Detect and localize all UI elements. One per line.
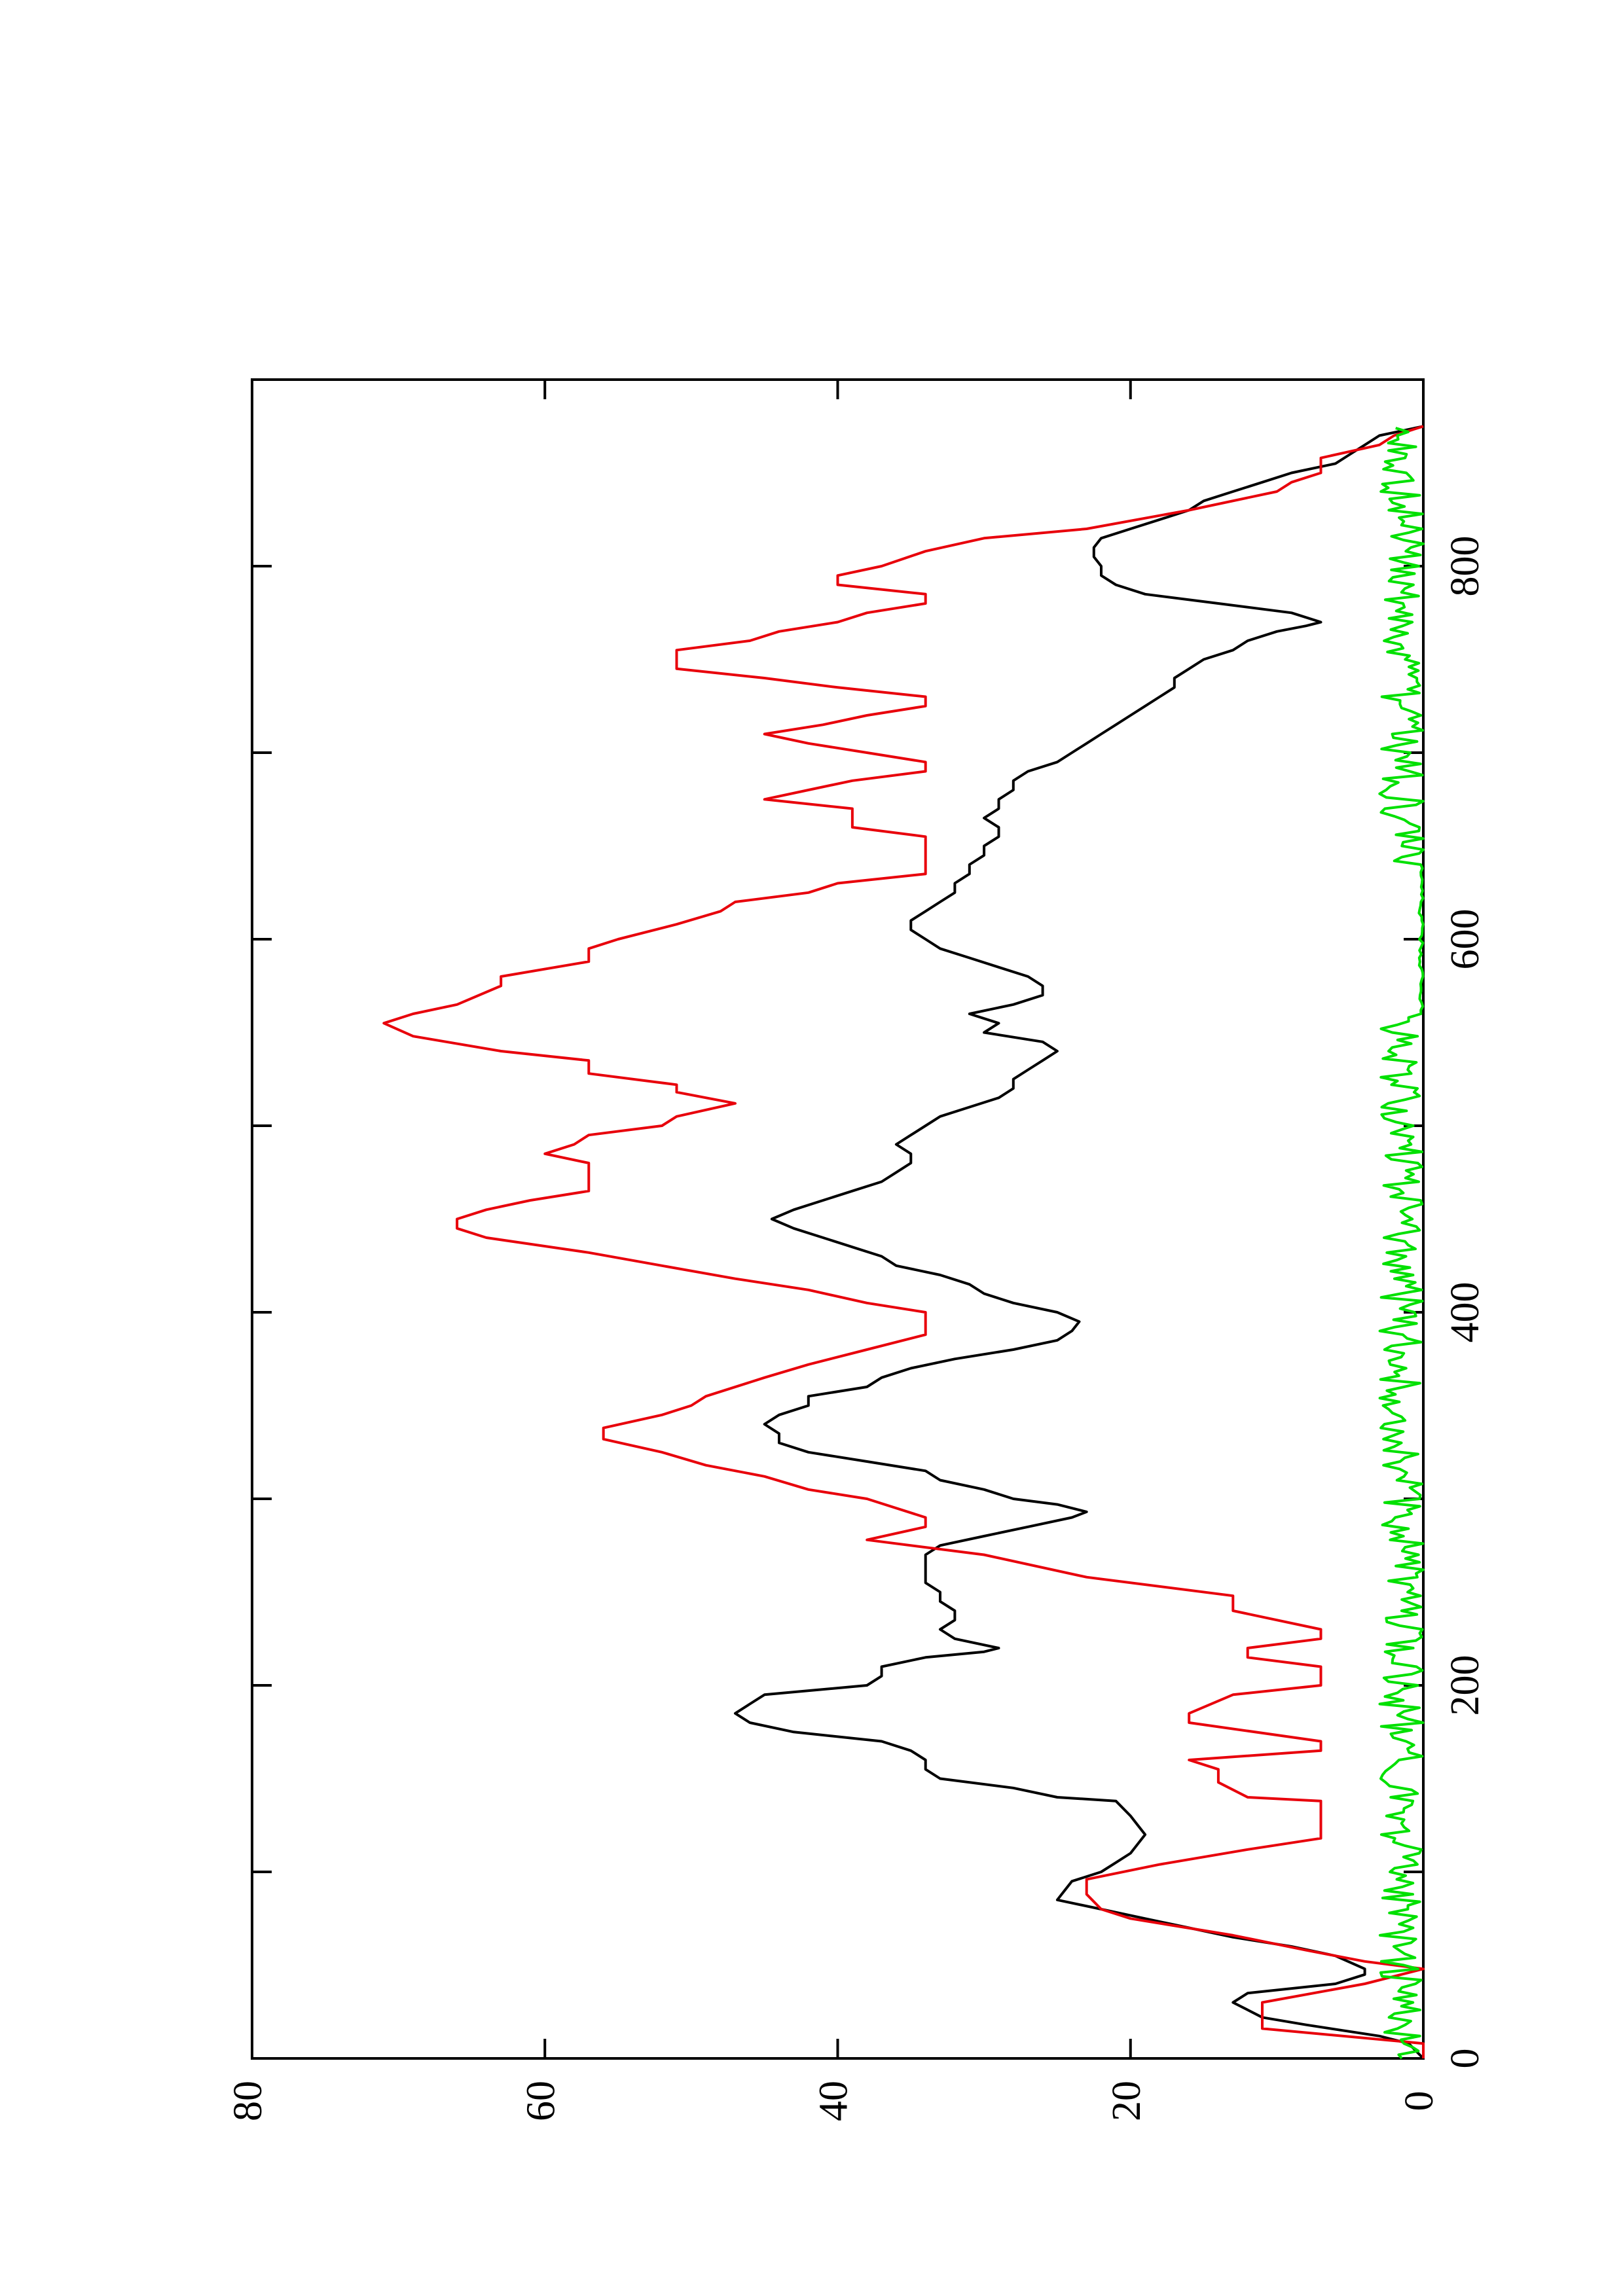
series-noise-line (1378, 427, 1425, 2060)
x-tick-label: 400 (1443, 1282, 1487, 1343)
axis-ticks (251, 380, 1425, 2060)
x-tick-label: 200 (1443, 1655, 1487, 1716)
x-tick-label: 800 (1443, 536, 1487, 597)
plot-frame (251, 378, 1425, 2060)
series-black-line (734, 425, 1425, 2060)
y-tick-label: 60 (519, 2081, 563, 2121)
y-tick-label: 80 (226, 2081, 270, 2121)
x-tick-label: 600 (1443, 909, 1487, 970)
x-tick-label: 0 (1443, 2049, 1487, 2069)
series-red-line (382, 425, 1425, 2058)
series-layer (382, 425, 1425, 2060)
axis-tick-labels: 0 200 400 600 800 0 20 40 60 80 (226, 536, 1487, 2122)
y-tick-label: 40 (812, 2081, 856, 2121)
y-tick-label: 0 (1397, 2091, 1442, 2111)
y-tick-label: 20 (1104, 2081, 1149, 2121)
